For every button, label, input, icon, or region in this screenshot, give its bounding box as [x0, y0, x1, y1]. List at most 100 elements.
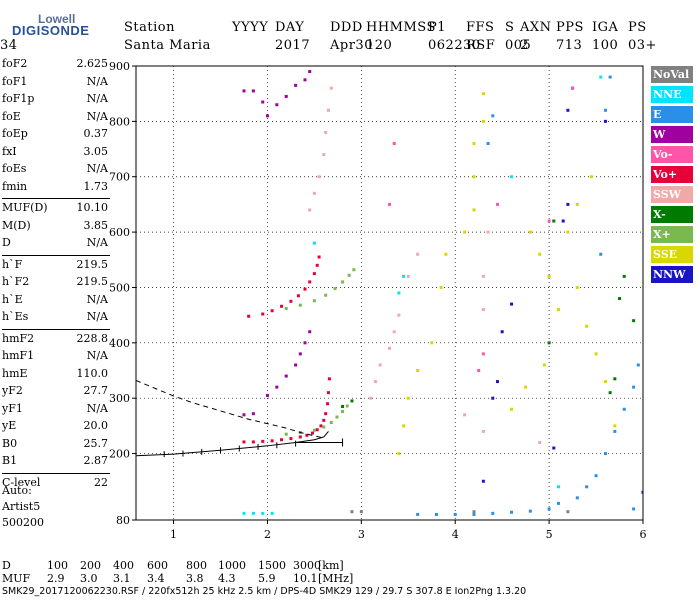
- echo-point: [589, 175, 593, 179]
- y-tick-label: 400: [109, 337, 130, 350]
- series-w: [242, 70, 312, 417]
- echo-point: [486, 142, 490, 146]
- header-label: DAY: [275, 20, 305, 35]
- y-tick-label: 800: [109, 115, 130, 128]
- echo-point: [566, 510, 570, 514]
- echo-point: [247, 314, 251, 318]
- legend-item: SSE: [651, 246, 693, 263]
- echo-point: [557, 501, 560, 505]
- header-value: 2: [520, 38, 529, 53]
- echo-point: [303, 341, 307, 345]
- echo-point: [359, 510, 363, 514]
- echo-point: [557, 308, 560, 312]
- echo-point: [528, 509, 532, 513]
- muf-value: 10.1: [293, 572, 318, 585]
- header-value: 100: [592, 38, 619, 53]
- param-name: h`Es: [2, 310, 29, 323]
- echo-point: [352, 268, 356, 272]
- echo-point: [472, 175, 476, 179]
- echo-point: [275, 103, 279, 107]
- param-value: N/A: [86, 92, 108, 105]
- echo-point: [613, 377, 617, 381]
- header-label: YYYY: [232, 20, 269, 35]
- muf-value: 3.0: [80, 572, 98, 585]
- echo-point: [326, 391, 330, 395]
- x-tick-label: 2: [264, 528, 271, 541]
- echo-point: [603, 119, 607, 123]
- param-row: M(D) 3.85: [2, 219, 108, 233]
- muf-label: MUF: [2, 572, 31, 585]
- echo-point: [561, 219, 565, 223]
- echo-point: [345, 404, 349, 408]
- param-row: B0 25.7: [2, 437, 108, 451]
- echo-point: [439, 285, 443, 289]
- header-value: Apr30: [330, 38, 373, 53]
- echo-point: [481, 274, 485, 278]
- x-tick-label: 4: [452, 528, 459, 541]
- echo-point: [402, 274, 406, 278]
- echo-point: [472, 208, 476, 212]
- y-tick-label: 900: [109, 60, 130, 73]
- echo-point: [242, 89, 246, 93]
- param-name: foF1: [2, 74, 28, 88]
- header-value: 03+: [628, 38, 657, 53]
- distance-value: 3000: [293, 559, 321, 572]
- param-name: h`E: [2, 292, 23, 306]
- param-row: hmF2 228.8: [2, 332, 108, 346]
- header-label: Station: [124, 20, 175, 35]
- echo-point: [472, 512, 476, 516]
- param-value: 1.73: [83, 179, 109, 193]
- legend-item: Vo-: [651, 146, 693, 163]
- echo-point: [510, 302, 514, 306]
- param-value: 20.0: [83, 419, 109, 432]
- param-value: N/A: [86, 236, 108, 249]
- param-row: yF2 27.7: [2, 384, 108, 398]
- param-row: MUF(D) 10.10: [2, 201, 108, 215]
- echo-point: [641, 490, 643, 494]
- echo-point: [289, 437, 293, 441]
- echo-point: [613, 424, 617, 428]
- echo-point: [547, 274, 551, 278]
- header-value: RSF: [466, 38, 496, 53]
- echo-point: [481, 92, 485, 96]
- echo-point: [312, 299, 316, 303]
- param-row: h`E N/A: [2, 293, 108, 307]
- header-label: FFS: [466, 20, 495, 35]
- header-value: 2017: [275, 38, 311, 53]
- echo-point: [491, 114, 495, 118]
- param-value: N/A: [86, 349, 108, 362]
- echo-point: [397, 452, 401, 456]
- distance-label: D: [2, 559, 11, 572]
- echo-point: [392, 330, 396, 334]
- param-row: C-level 22: [2, 476, 108, 490]
- echo-point: [261, 511, 265, 515]
- x-tick-label: 5: [546, 528, 553, 541]
- param-name: h`F: [2, 257, 23, 271]
- y-tick-label: 700: [109, 171, 130, 184]
- logo-digisonde: DIGISONDE: [12, 23, 90, 38]
- param-row: foF1 N/A: [2, 75, 108, 89]
- distance-value: 400: [113, 559, 134, 572]
- param-name: fxI: [2, 144, 17, 158]
- echo-point: [284, 374, 288, 378]
- echo-point: [322, 153, 326, 157]
- param-value: 3.05: [83, 144, 109, 158]
- echo-point: [557, 485, 560, 489]
- echo-point: [500, 330, 504, 334]
- echo-point: [599, 75, 603, 79]
- echo-point: [350, 510, 354, 514]
- echo-point: [324, 412, 328, 416]
- echo-point: [329, 421, 333, 425]
- echo-point: [319, 424, 323, 428]
- echo-point: [350, 399, 354, 403]
- auto-program: Artist5: [2, 500, 41, 513]
- echo-point: [341, 405, 345, 408]
- header-value: 005: [505, 38, 532, 53]
- echo-point: [335, 415, 339, 419]
- param-name: yE: [2, 419, 17, 432]
- header-label: IGA: [592, 20, 619, 35]
- y-tick-label: 300: [109, 392, 130, 405]
- param-name: h`F2: [2, 275, 30, 288]
- echo-point: [270, 511, 274, 515]
